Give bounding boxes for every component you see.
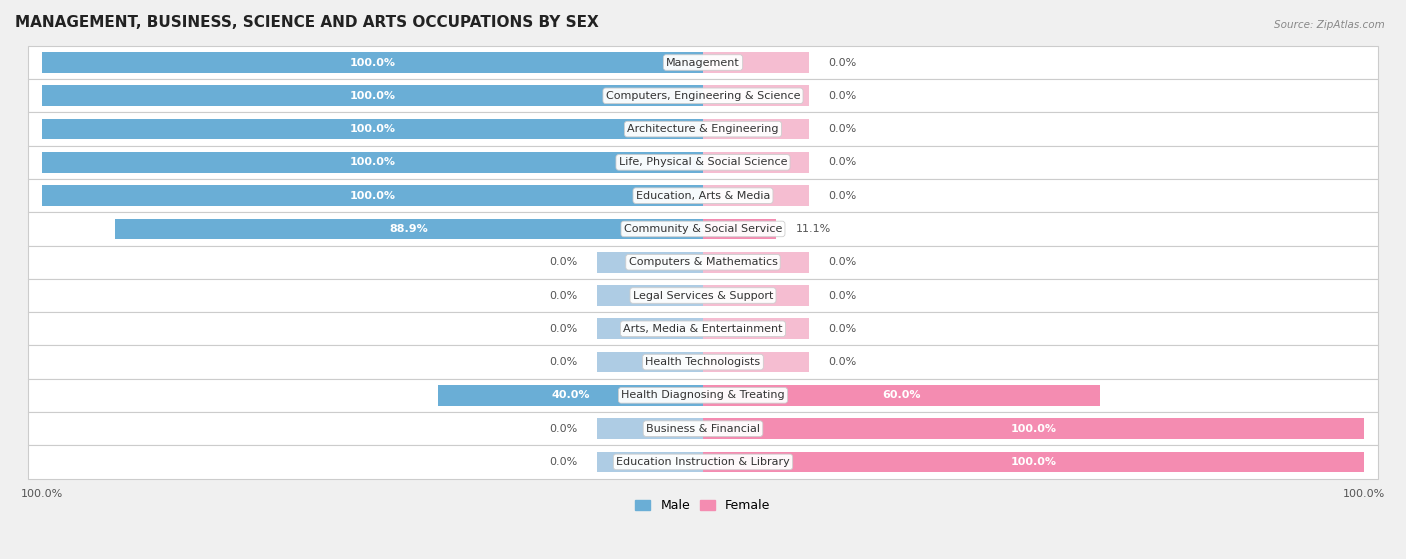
Text: 100.0%: 100.0%	[349, 58, 395, 68]
Bar	[42, 52, 703, 73]
Bar	[42, 152, 703, 173]
Text: 11.1%: 11.1%	[796, 224, 831, 234]
Text: 0.0%: 0.0%	[828, 158, 856, 167]
Text: 0.0%: 0.0%	[828, 357, 856, 367]
Text: Life, Physical & Social Science: Life, Physical & Social Science	[619, 158, 787, 167]
Text: Arts, Media & Entertainment: Arts, Media & Entertainment	[623, 324, 783, 334]
Bar	[703, 119, 808, 139]
Bar	[598, 418, 703, 439]
Bar	[115, 219, 703, 239]
Bar	[28, 378, 1378, 412]
Bar	[28, 412, 1378, 446]
Text: Business & Financial: Business & Financial	[645, 424, 761, 434]
Text: 0.0%: 0.0%	[828, 124, 856, 134]
Text: 0.0%: 0.0%	[550, 357, 578, 367]
Bar	[703, 252, 808, 273]
Text: Community & Social Service: Community & Social Service	[624, 224, 782, 234]
Text: 60.0%: 60.0%	[882, 390, 921, 400]
Bar	[703, 52, 808, 73]
Bar	[42, 119, 703, 139]
Text: 0.0%: 0.0%	[550, 291, 578, 301]
Bar	[28, 146, 1378, 179]
Bar	[28, 312, 1378, 345]
Bar	[28, 279, 1378, 312]
Bar	[598, 319, 703, 339]
Text: 100.0%: 100.0%	[349, 124, 395, 134]
Text: Management: Management	[666, 58, 740, 68]
Bar	[703, 285, 808, 306]
Bar	[703, 319, 808, 339]
Text: Architecture & Engineering: Architecture & Engineering	[627, 124, 779, 134]
Text: 40.0%: 40.0%	[551, 390, 591, 400]
Text: Health Diagnosing & Treating: Health Diagnosing & Treating	[621, 390, 785, 400]
Text: 100.0%: 100.0%	[1011, 457, 1057, 467]
Legend: Male, Female: Male, Female	[630, 494, 776, 517]
Bar	[598, 452, 703, 472]
Bar	[28, 212, 1378, 245]
Text: Computers & Mathematics: Computers & Mathematics	[628, 257, 778, 267]
Bar	[439, 385, 703, 406]
Bar	[42, 86, 703, 106]
Bar	[28, 79, 1378, 112]
Text: MANAGEMENT, BUSINESS, SCIENCE AND ARTS OCCUPATIONS BY SEX: MANAGEMENT, BUSINESS, SCIENCE AND ARTS O…	[15, 15, 599, 30]
Bar	[598, 252, 703, 273]
Bar	[598, 285, 703, 306]
Text: Computers, Engineering & Science: Computers, Engineering & Science	[606, 91, 800, 101]
Text: 0.0%: 0.0%	[828, 324, 856, 334]
Bar	[28, 179, 1378, 212]
Text: Education Instruction & Library: Education Instruction & Library	[616, 457, 790, 467]
Text: 100.0%: 100.0%	[349, 91, 395, 101]
Bar	[28, 446, 1378, 479]
Text: Source: ZipAtlas.com: Source: ZipAtlas.com	[1274, 20, 1385, 30]
Text: Health Technologists: Health Technologists	[645, 357, 761, 367]
Text: 0.0%: 0.0%	[828, 257, 856, 267]
Text: 100.0%: 100.0%	[349, 158, 395, 167]
Bar	[703, 418, 1364, 439]
Bar	[598, 352, 703, 372]
Bar	[703, 86, 808, 106]
Bar	[28, 345, 1378, 378]
Text: 0.0%: 0.0%	[550, 424, 578, 434]
Bar	[703, 152, 808, 173]
Bar	[28, 245, 1378, 279]
Bar	[703, 352, 808, 372]
Text: 0.0%: 0.0%	[550, 257, 578, 267]
Text: 0.0%: 0.0%	[828, 91, 856, 101]
Text: 88.9%: 88.9%	[389, 224, 429, 234]
Text: 0.0%: 0.0%	[550, 324, 578, 334]
Text: 0.0%: 0.0%	[828, 291, 856, 301]
Bar	[703, 219, 776, 239]
Bar	[703, 452, 1364, 472]
Text: 0.0%: 0.0%	[828, 58, 856, 68]
Text: Education, Arts & Media: Education, Arts & Media	[636, 191, 770, 201]
Text: 0.0%: 0.0%	[550, 457, 578, 467]
Bar	[703, 385, 1099, 406]
Text: 100.0%: 100.0%	[349, 191, 395, 201]
Bar	[42, 186, 703, 206]
Bar	[28, 46, 1378, 79]
Text: Legal Services & Support: Legal Services & Support	[633, 291, 773, 301]
Text: 0.0%: 0.0%	[828, 191, 856, 201]
Text: 100.0%: 100.0%	[1011, 424, 1057, 434]
Bar	[703, 186, 808, 206]
Bar	[28, 112, 1378, 146]
